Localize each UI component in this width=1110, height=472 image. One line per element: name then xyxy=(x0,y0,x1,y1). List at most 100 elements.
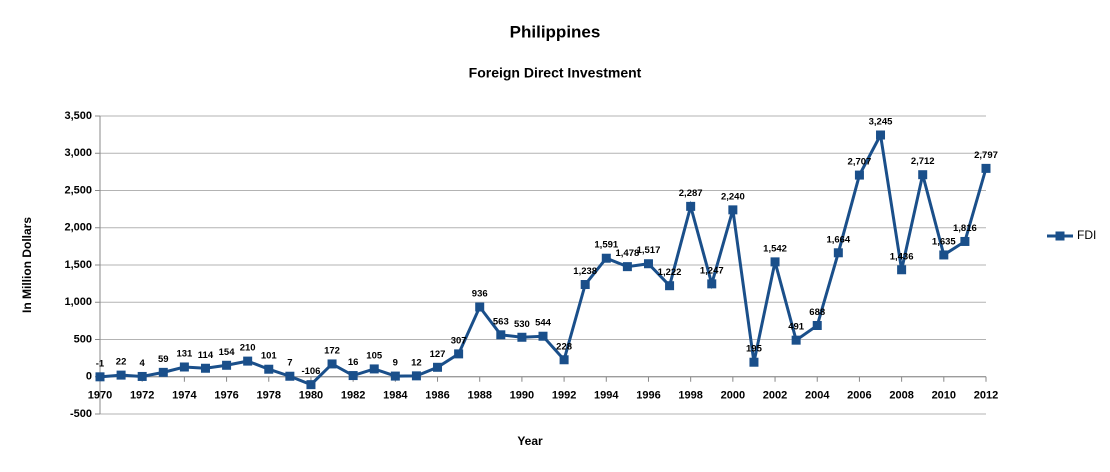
y-tick-label: 3,500 xyxy=(64,110,92,122)
y-tick-label: 2,500 xyxy=(64,184,92,196)
x-tick-label: 2000 xyxy=(721,390,745,402)
value-label: 1,542 xyxy=(763,243,787,254)
value-label: 154 xyxy=(219,347,236,358)
y-tick-label: -500 xyxy=(70,408,92,420)
data-point xyxy=(897,265,907,275)
value-label: 563 xyxy=(493,316,509,327)
value-label: 1,478 xyxy=(615,248,639,259)
data-point xyxy=(306,380,316,390)
value-label: 59 xyxy=(158,354,169,365)
data-point xyxy=(601,253,611,263)
data-point xyxy=(791,335,801,345)
data-point xyxy=(243,356,253,366)
data-point xyxy=(179,362,189,372)
value-label: 491 xyxy=(788,322,805,333)
value-label: 1,635 xyxy=(932,236,956,247)
x-tick-label: 1974 xyxy=(172,390,197,402)
x-tick-label: 1996 xyxy=(636,390,660,402)
value-label: 1,436 xyxy=(890,251,914,262)
data-point xyxy=(854,170,864,180)
data-point xyxy=(939,250,949,260)
value-label: 1,816 xyxy=(953,223,977,234)
data-point xyxy=(580,280,590,290)
data-point xyxy=(770,257,780,267)
value-label: 22 xyxy=(116,357,127,368)
data-point xyxy=(222,360,232,370)
data-point xyxy=(411,371,421,381)
value-label: 1,517 xyxy=(637,245,661,256)
legend-label: FDI xyxy=(1077,228,1096,242)
chart-title: Philippines xyxy=(510,22,601,41)
data-point xyxy=(433,362,443,372)
data-point xyxy=(348,371,358,381)
y-tick-label: 3,000 xyxy=(64,147,92,159)
data-point xyxy=(116,370,126,380)
value-label: 12 xyxy=(411,357,422,368)
data-point xyxy=(158,367,168,377)
data-point xyxy=(369,364,379,374)
data-point xyxy=(812,320,822,330)
data-point xyxy=(665,281,675,291)
data-point xyxy=(643,259,653,269)
data-point xyxy=(833,248,843,258)
data-point xyxy=(390,371,400,381)
x-tick-label: 1970 xyxy=(88,390,112,402)
x-axis-label: Year xyxy=(517,434,543,448)
value-label: 105 xyxy=(366,350,383,361)
data-point xyxy=(264,364,274,374)
value-label: 1,591 xyxy=(594,240,618,251)
value-label: 16 xyxy=(348,357,359,368)
data-point xyxy=(95,372,105,382)
value-label: 172 xyxy=(324,345,340,356)
x-tick-label: 2004 xyxy=(805,390,830,402)
data-point xyxy=(327,359,337,369)
value-label: 2,797 xyxy=(974,150,998,161)
value-label: 2,240 xyxy=(721,191,745,202)
value-label: 307 xyxy=(451,335,467,346)
data-point xyxy=(200,363,210,373)
value-label: 1,222 xyxy=(658,267,682,278)
value-label: 3,245 xyxy=(869,117,893,128)
y-tick-label: 1,000 xyxy=(64,296,92,308)
value-label: 4 xyxy=(140,358,146,369)
value-label: 2,712 xyxy=(911,156,935,167)
data-point xyxy=(981,163,991,173)
value-label: 936 xyxy=(472,289,488,300)
value-label: 210 xyxy=(240,343,256,354)
x-tick-label: 2002 xyxy=(763,390,787,402)
value-label: 1,664 xyxy=(826,234,850,245)
x-tick-label: 1980 xyxy=(299,390,323,402)
x-tick-label: 2010 xyxy=(932,390,956,402)
legend-marker xyxy=(1055,231,1065,241)
x-tick-label: 1988 xyxy=(467,390,491,402)
y-tick-label: 0 xyxy=(86,371,92,383)
value-label: 228 xyxy=(556,341,572,352)
x-tick-label: 2008 xyxy=(889,390,913,402)
value-label: 195 xyxy=(746,344,763,355)
value-label: 2,707 xyxy=(848,157,872,168)
data-point xyxy=(475,302,485,312)
value-label: 114 xyxy=(198,350,214,361)
data-point xyxy=(285,371,295,381)
x-tick-label: 2012 xyxy=(974,390,998,402)
data-point xyxy=(749,357,759,367)
data-point xyxy=(559,355,569,365)
data-point xyxy=(454,349,464,359)
data-point xyxy=(538,331,548,341)
chart-subtitle: Foreign Direct Investment xyxy=(469,65,642,81)
x-tick-label: 1994 xyxy=(594,390,619,402)
data-point xyxy=(876,130,886,140)
value-label: 688 xyxy=(809,307,825,318)
value-label: 2,287 xyxy=(679,188,703,199)
x-tick-label: 2006 xyxy=(847,390,871,402)
x-tick-label: 1992 xyxy=(552,390,576,402)
x-tick-label: 1986 xyxy=(425,390,449,402)
data-point xyxy=(728,205,738,215)
value-label: 544 xyxy=(535,318,552,329)
value-label: 101 xyxy=(261,351,278,362)
value-label: -1 xyxy=(96,358,105,369)
y-tick-label: 500 xyxy=(74,333,92,345)
value-label: 9 xyxy=(393,358,398,369)
data-point xyxy=(686,201,696,211)
